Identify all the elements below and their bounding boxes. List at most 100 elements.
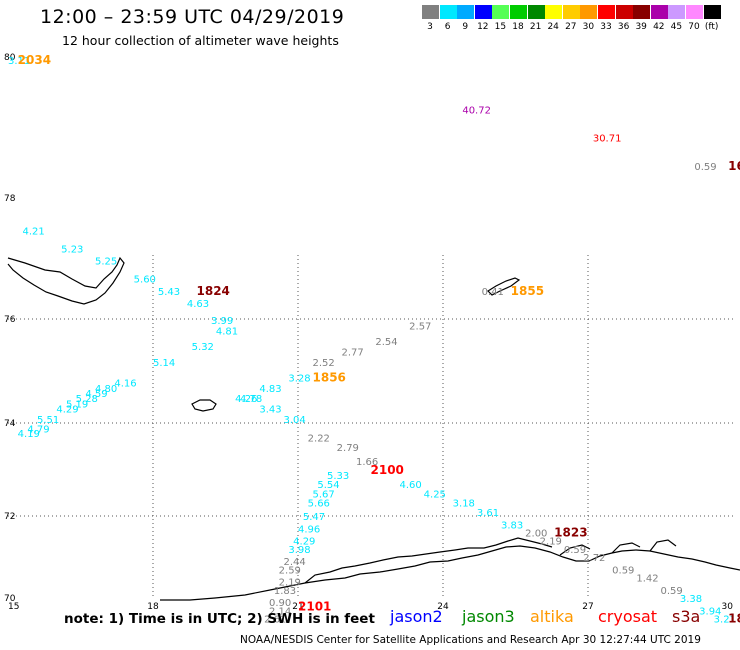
wave-height-label: 3.21 [714,615,736,626]
wave-height-label: 3.98 [288,545,310,556]
longitude-tick-label: 18 [147,602,159,612]
legend-label: 21 [529,22,542,32]
satellite-jason3: jason3 [462,607,515,626]
legend-swatch [457,5,475,19]
latitude-tick-label: 80 [4,53,16,63]
wave-height-label: 5.66 [308,499,330,510]
legend-label: 24 [547,22,559,32]
latitude-tick-label: 72 [4,512,15,522]
legend-swatch [580,5,598,19]
wave-height-label: 5.43 [158,287,180,298]
time-stamp-label: 1823 [554,526,587,540]
wave-height-label: 2.59 [279,565,301,576]
wave-height-label: 3.18 [453,499,475,510]
wave-height-label: 2.57 [409,321,431,332]
legend-label: 42 [653,22,665,32]
wave-height-label: 5.54 [317,480,339,491]
longitude-tick-label: 27 [582,602,593,612]
wave-height-label: 0.59 [612,565,634,576]
legend-label: 27 [565,22,577,32]
legend-label: 70 [688,22,700,32]
wave-height-label: 4.25 [424,489,446,500]
wave-height-label: 4.21 [23,226,45,237]
wave-height-label: 4.60 [400,480,422,491]
wave-height-label: 4.79 [27,424,49,435]
wave-height-label: 2.72 [583,553,605,564]
time-stamp-label: 2101 [298,599,331,613]
latitude-tick-label: 70 [4,594,16,604]
wave-height-label: 3.43 [259,405,281,416]
latitude-labels: 80 78 76 74 72 70 [4,53,16,604]
legend-swatch [527,5,545,19]
time-stamp-label: 1856 [313,370,346,384]
wave-height-label: 2.77 [342,347,364,358]
wave-height-label: 3.94 [699,606,721,617]
wave-height-label: 2.19 [279,578,301,589]
coastline-fjords [559,539,677,556]
wave-height-label: 1.66 [356,457,378,468]
time-stamp-label: 1823 [728,612,740,626]
wave-height-label: 5.14 [153,358,175,369]
legend-swatch [703,5,721,19]
satellite-s3a: s3a [672,607,701,626]
wave-height-label: 4.29 [293,537,315,548]
latitude-tick-label: 76 [4,315,16,325]
coastline [7,256,740,601]
wave-height-label: 3.11 [8,56,30,67]
wave-height-label: 4.19 [18,429,40,440]
legend-swatch [545,5,563,19]
wave-height-label: 2.79 [337,443,359,454]
wave-height-label: 4.29 [56,405,78,416]
wave-height-label: 2.44 [284,557,306,568]
wave-height-label: 0.59 [564,545,586,556]
satellite-cryosat: cryosat [598,607,658,626]
wave-height-label: 2.22 [308,434,330,445]
wave-height-label: 0.59 [694,162,716,173]
satellite-jason2: jason2 [390,607,443,626]
legend-swatch [598,5,615,19]
legend-label: 3 [427,22,433,32]
wave-height-label: 2.00 [525,529,547,540]
legend-label: 15 [494,22,507,32]
latitude-tick-label: 78 [4,194,16,204]
longitude-labels: 15 18 21 24 27 30 [8,602,733,612]
wave-height-label: 1.42 [636,574,658,585]
wave-height-label: 5.47 [303,512,325,523]
graticule-grid [8,255,733,598]
wave-height-label: 3.04 [284,415,306,426]
wave-height-label: 5.25 [95,257,117,268]
legend-swatch [650,5,668,19]
wave-height-label: 4.83 [259,384,281,395]
satellite-altika: altika [530,607,574,626]
wave-height-label: 5.19 [66,399,88,410]
wave-height-label: 2.14 [269,606,291,617]
wave-height-label: 4.81 [216,327,238,338]
wave-height-label: 2.61 [264,615,286,626]
wave-height-label: 5.33 [327,471,349,482]
wave-height-label: 5.67 [313,489,335,500]
time-stamp-label: 16 [728,159,740,173]
wave-height-label: 5.32 [192,342,214,353]
wave-height-label: 5.60 [134,275,156,286]
bear-island [191,399,217,412]
longitude-tick-label: 24 [437,602,449,612]
wave-height-label: 4.63 [187,299,209,310]
legend-swatch [615,5,633,19]
legend-swatch [668,5,686,19]
wave-height-label: 4.26 [235,394,257,405]
wave-height-label: 40.72 [462,105,491,116]
wave-height-label: 4.96 [298,524,320,535]
time-stamp-label: 1855 [511,284,544,298]
wave-height-label: 3.38 [680,594,702,605]
credit-line: NOAA/NESDIS Center for Satellite Applica… [240,634,701,646]
wave-height-label: 4.59 [85,389,107,400]
wave-height-label: 4.78 [240,394,262,405]
map-subtitle: 12 hour collection of altimeter wave hei… [62,33,339,48]
wave-height-label: 2.19 [540,537,562,548]
longitude-tick-label: 15 [8,602,19,612]
wave-height-label: 3.83 [501,520,523,531]
wave-height-label: 4.16 [114,379,136,390]
wave-height-label: 3.28 [288,373,310,384]
time-stamp-label: 2100 [371,463,404,477]
